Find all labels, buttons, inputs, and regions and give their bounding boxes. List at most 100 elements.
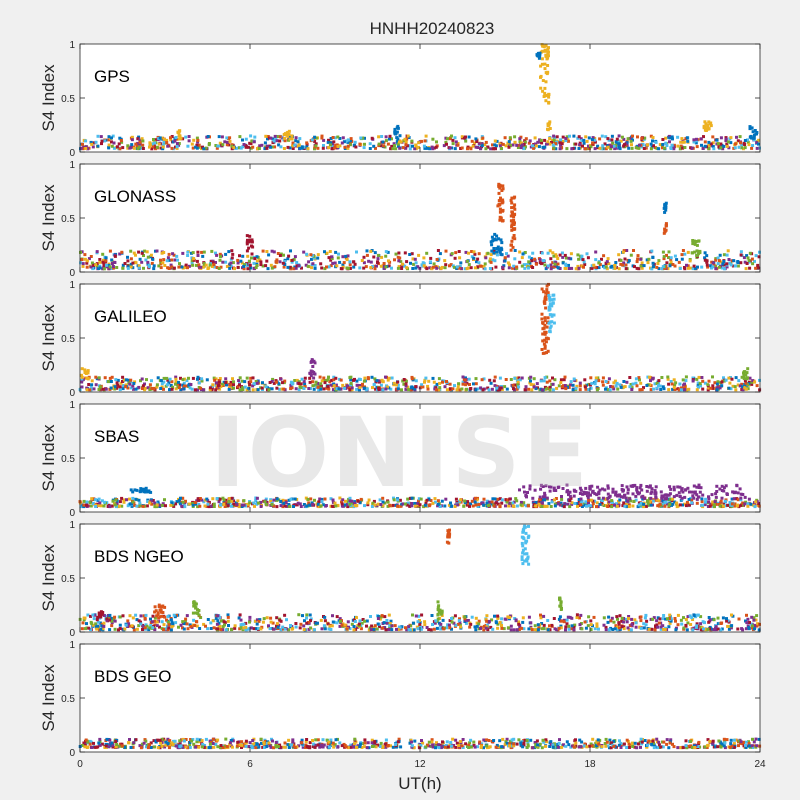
point [80, 258, 84, 262]
point [640, 495, 644, 499]
point [346, 138, 350, 142]
point [753, 133, 756, 137]
point [548, 137, 552, 140]
point [466, 145, 470, 149]
point [147, 628, 151, 632]
point [358, 386, 362, 390]
point [170, 258, 174, 262]
point [131, 500, 135, 504]
point [387, 613, 391, 617]
point [511, 236, 515, 240]
point [496, 614, 500, 618]
point [422, 144, 426, 148]
point [333, 261, 337, 265]
point [545, 288, 549, 292]
point [620, 488, 624, 491]
point [548, 120, 552, 124]
point [704, 500, 707, 504]
point [754, 254, 758, 258]
point [170, 135, 174, 138]
point [672, 145, 676, 149]
point [110, 144, 114, 148]
point [128, 382, 132, 386]
point [195, 499, 199, 503]
point [544, 306, 548, 310]
point [558, 141, 562, 145]
point [642, 502, 646, 506]
point [562, 620, 566, 624]
point [169, 384, 173, 387]
point [669, 497, 673, 501]
point [241, 386, 244, 390]
point [413, 504, 417, 508]
point [709, 142, 713, 146]
point [743, 379, 747, 383]
point [320, 266, 324, 270]
point [87, 626, 91, 630]
point [396, 266, 400, 270]
point [449, 263, 453, 267]
point [757, 502, 761, 505]
point [360, 384, 364, 388]
point [348, 267, 352, 270]
point [743, 373, 747, 377]
point [340, 623, 344, 627]
point [327, 138, 330, 142]
point [255, 259, 259, 263]
point [427, 628, 431, 631]
point [432, 146, 436, 150]
point [348, 263, 352, 267]
point [373, 503, 377, 507]
point [145, 250, 149, 254]
point [436, 617, 440, 621]
point [623, 143, 626, 147]
point [560, 495, 563, 498]
point [708, 618, 712, 622]
point [505, 500, 509, 504]
point [211, 619, 215, 623]
point [142, 490, 146, 494]
point [461, 380, 465, 384]
point [327, 265, 331, 269]
point [588, 485, 592, 489]
point [309, 374, 313, 378]
point [216, 383, 220, 387]
point [697, 375, 701, 379]
point [556, 266, 560, 270]
point [353, 262, 357, 266]
point [340, 502, 344, 506]
point [648, 383, 652, 387]
point [520, 264, 524, 268]
point [80, 250, 84, 254]
point [498, 184, 502, 188]
point [423, 378, 427, 382]
point [684, 375, 688, 379]
point [553, 498, 556, 502]
point [298, 146, 302, 150]
point [673, 500, 677, 504]
point [252, 267, 256, 271]
y-tick-label: 1 [69, 160, 75, 171]
point [547, 100, 551, 104]
point [272, 498, 276, 502]
point [129, 488, 133, 492]
point [514, 618, 518, 622]
point [148, 388, 152, 391]
point [575, 384, 579, 388]
point [308, 380, 312, 384]
point [394, 383, 398, 387]
point [673, 388, 677, 391]
point [548, 628, 552, 632]
point [282, 501, 286, 505]
point [405, 628, 409, 632]
point [298, 502, 302, 506]
point [743, 143, 747, 146]
point [387, 259, 390, 263]
point [253, 504, 256, 508]
point [235, 501, 238, 505]
point [355, 387, 359, 391]
point [486, 251, 490, 255]
point [85, 265, 89, 269]
